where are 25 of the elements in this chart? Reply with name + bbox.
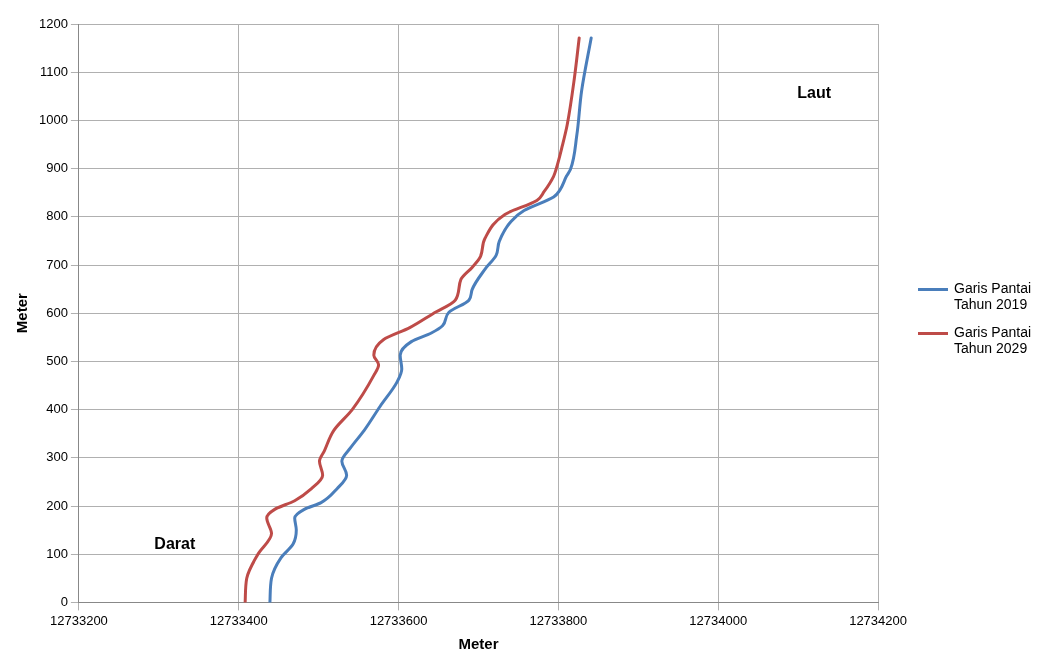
y-tick-label: 100 [46,545,68,561]
x-tick-label: 12733200 [50,612,108,628]
x-tick-label: 12733800 [529,612,588,628]
y-tick-label: 1100 [39,63,68,79]
x-tick-label: 12733400 [209,612,268,628]
y-tick-label: 700 [46,256,68,272]
y-tick-label: 400 [46,401,68,417]
x-tick-label: 12734000 [689,612,748,628]
x-tick-label: 12734200 [849,612,907,628]
annotation: Darat [154,534,196,552]
annotation: Laut [797,83,832,101]
y-tick-label: 1200 [39,15,68,31]
y-axis-title: Meter [13,293,31,334]
y-tick-label: 500 [46,352,68,368]
y-tick-label: 0 [60,593,68,609]
y-tick-label: 600 [46,304,68,320]
y-tick-label: 300 [46,449,68,465]
x-axis-title: Meter [458,635,499,653]
x-tick-label: 12733600 [369,612,428,628]
y-tick-label: 800 [46,208,68,224]
y-tick-label: 200 [46,497,68,513]
y-tick-label: 900 [46,160,68,176]
y-tick-label: 1000 [39,111,68,127]
legend-label: Garis Pantai Tahun 2029 [954,324,1033,356]
legend-label: Garis Pantai Tahun 2019 [954,280,1033,312]
